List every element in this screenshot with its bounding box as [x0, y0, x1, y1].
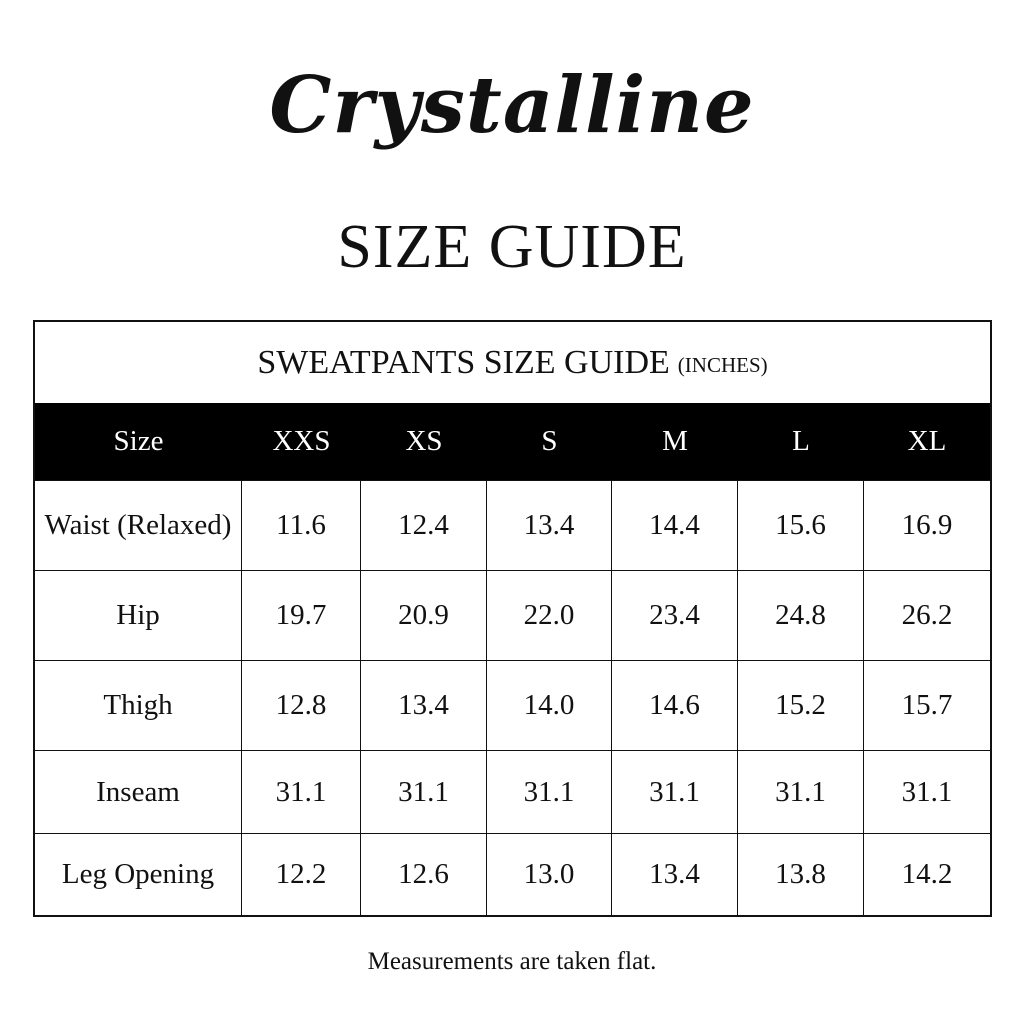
header-cell: XL [864, 403, 990, 480]
value-cell: 12.4 [361, 480, 487, 570]
row-label: Inseam [35, 750, 242, 833]
brand-logo: Crystalline [269, 60, 755, 151]
value-cell: 13.4 [487, 480, 612, 570]
value-cell: 31.1 [242, 750, 361, 833]
value-cell: 23.4 [612, 570, 738, 660]
caption-text: SWEATPANTS SIZE GUIDE [257, 343, 670, 381]
value-cell: 31.1 [864, 750, 990, 833]
value-cell: 13.4 [361, 660, 487, 750]
row-label: Waist (Relaxed) [35, 480, 242, 570]
value-cell: 31.1 [361, 750, 487, 833]
value-cell: 14.4 [612, 480, 738, 570]
size-table [33, 320, 992, 917]
value-cell: 31.1 [738, 750, 864, 833]
value-cell: 13.0 [487, 833, 612, 915]
value-cell: 24.8 [738, 570, 864, 660]
value-cell: 13.8 [738, 833, 864, 915]
unit-label: (INCHES) [677, 353, 768, 377]
value-cell: 12.2 [242, 833, 361, 915]
value-cell: 14.0 [487, 660, 612, 750]
row-label: Hip [35, 570, 242, 660]
value-cell: 22.0 [487, 570, 612, 660]
footnote: Measurements are taken flat. [367, 948, 657, 975]
header-cell: XS [361, 403, 487, 480]
value-cell: 14.2 [864, 833, 990, 915]
value-cell: 19.7 [242, 570, 361, 660]
row-label: Leg Opening [35, 833, 242, 915]
value-cell: 11.6 [242, 480, 361, 570]
value-cell: 15.6 [738, 480, 864, 570]
value-cell: 12.6 [361, 833, 487, 915]
value-cell: 20.9 [361, 570, 487, 660]
value-cell: 14.6 [612, 660, 738, 750]
value-cell: 26.2 [864, 570, 990, 660]
value-cell: 12.8 [242, 660, 361, 750]
page-title: SIZE GUIDE [337, 213, 687, 281]
value-cell: 15.7 [864, 660, 990, 750]
row-label: Thigh [35, 660, 242, 750]
value-cell: 16.9 [864, 480, 990, 570]
value-cell: 31.1 [612, 750, 738, 833]
header-cell: Size [35, 403, 242, 480]
value-cell: 15.2 [738, 660, 864, 750]
value-cell: 13.4 [612, 833, 738, 915]
header-cell: XXS [242, 403, 361, 480]
header-cell: M [612, 403, 738, 480]
header-cell: S [487, 403, 612, 480]
table-caption: SWEATPANTS SIZE GUIDE (INCHES) [35, 322, 990, 403]
value-cell: 31.1 [487, 750, 612, 833]
header-cell: L [738, 403, 864, 480]
